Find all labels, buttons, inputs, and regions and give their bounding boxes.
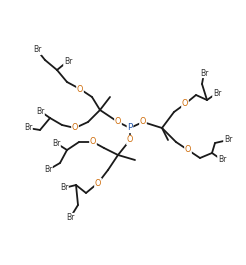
Text: Br: Br [64, 56, 72, 65]
Text: O: O [72, 123, 78, 132]
Text: O: O [95, 179, 101, 188]
Text: Br: Br [52, 139, 60, 148]
Text: Br: Br [24, 123, 32, 132]
Text: Br: Br [33, 46, 41, 55]
Text: P: P [127, 123, 133, 132]
Text: O: O [90, 138, 96, 147]
Text: Br: Br [60, 183, 68, 192]
Text: O: O [115, 117, 121, 126]
Text: Br: Br [218, 156, 226, 165]
Text: Br: Br [36, 107, 44, 116]
Text: O: O [77, 85, 83, 94]
Text: O: O [127, 135, 133, 144]
Text: Br: Br [200, 68, 208, 77]
Text: O: O [140, 117, 146, 126]
Text: Br: Br [66, 214, 74, 223]
Text: Br: Br [224, 135, 232, 144]
Text: Br: Br [213, 89, 221, 98]
Text: O: O [182, 99, 188, 108]
Text: Br: Br [44, 166, 52, 174]
Text: O: O [185, 145, 191, 154]
